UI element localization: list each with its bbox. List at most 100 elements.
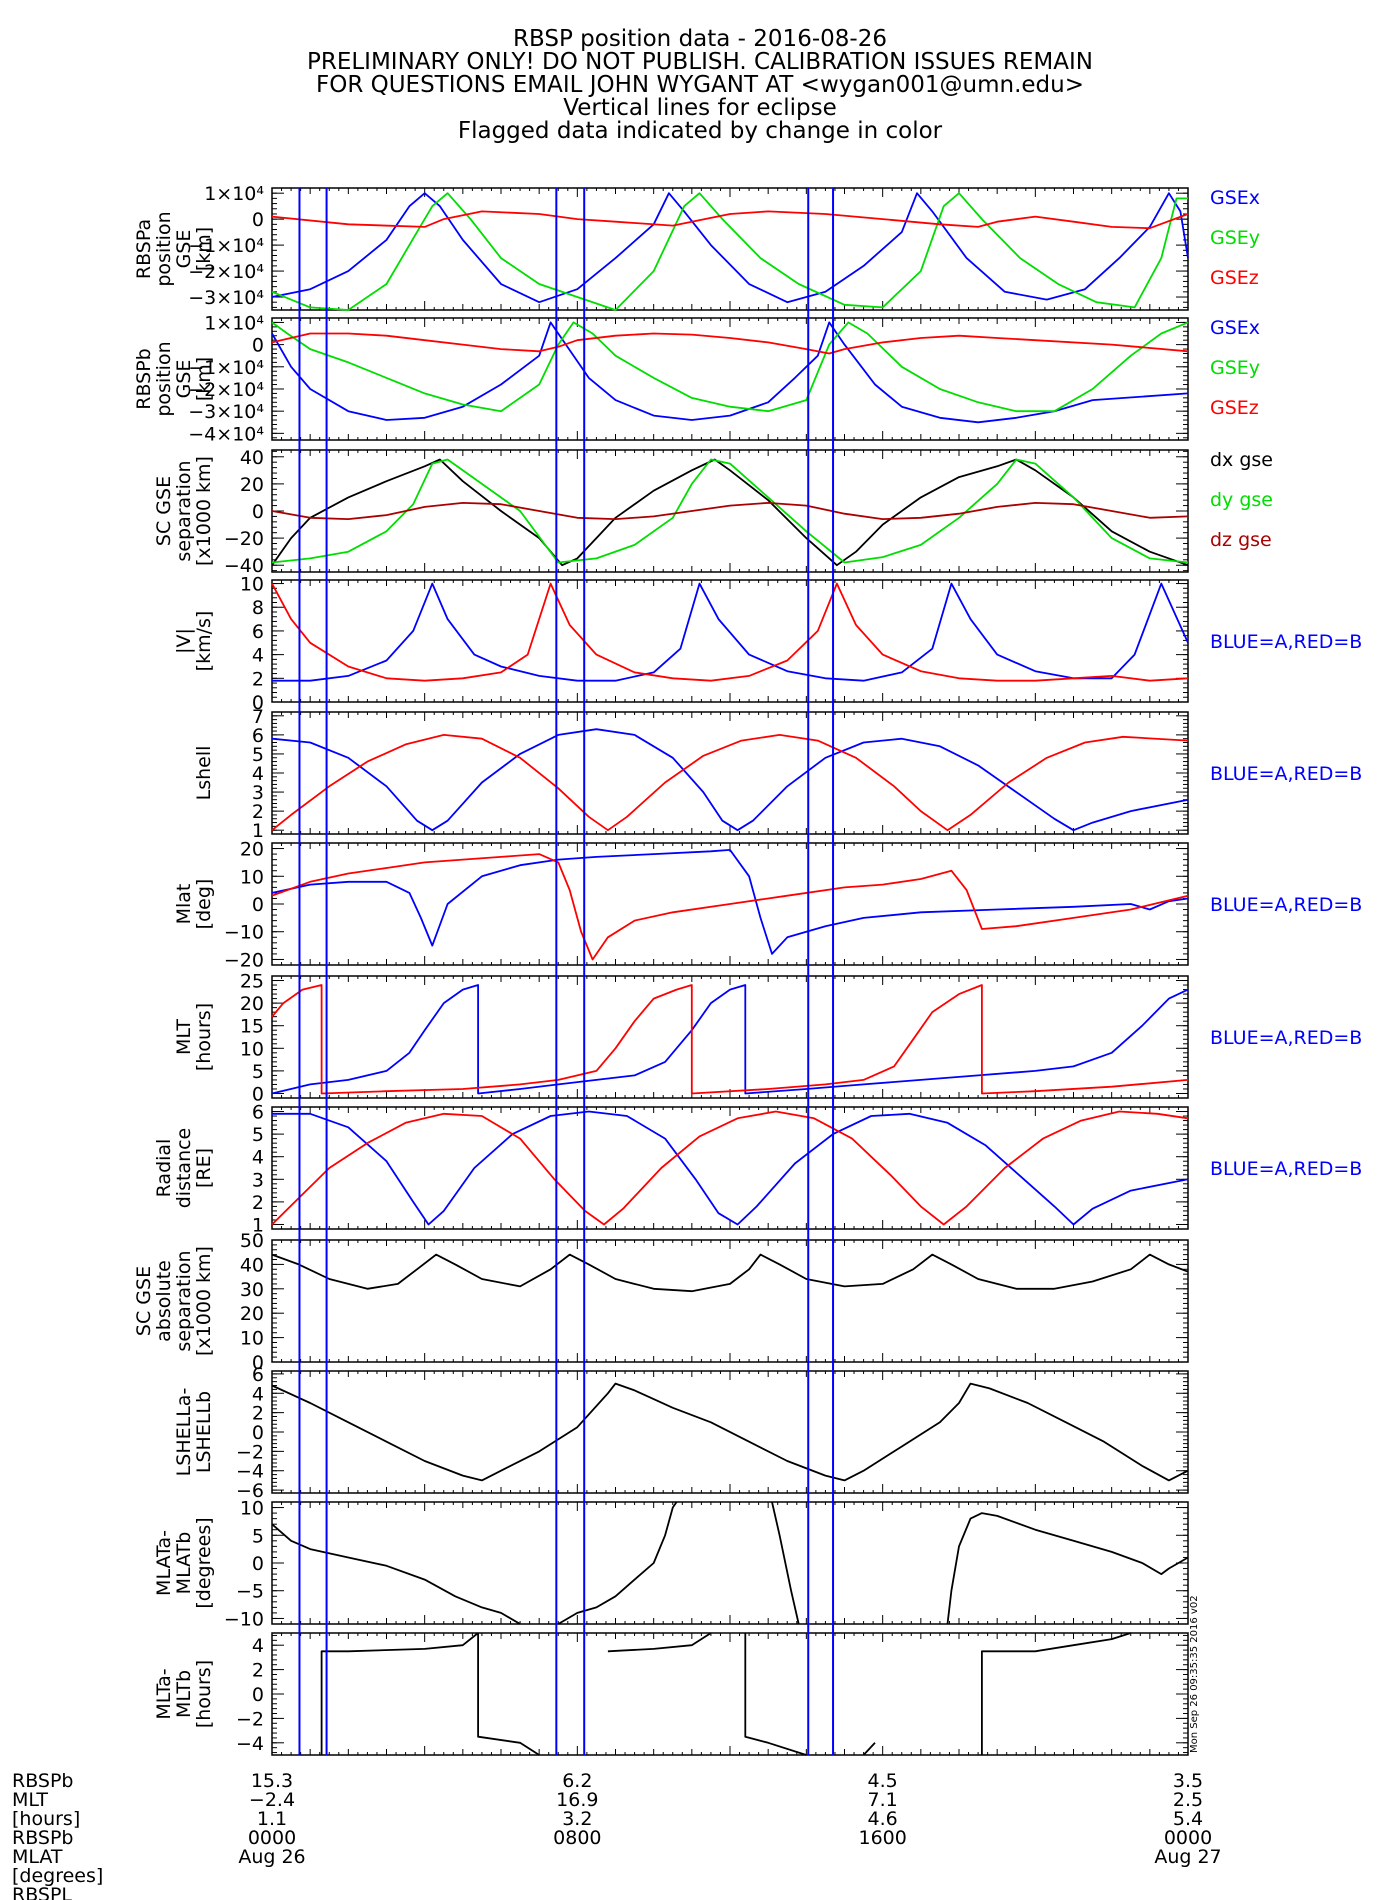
- x-axis-row-label: MLAT: [12, 1846, 63, 1868]
- x-axis-value: 2.5: [1173, 1789, 1203, 1811]
- y-tick-label: −2: [236, 1708, 264, 1730]
- y-axis-label: MLTa-: [153, 1668, 175, 1719]
- y-axis-label: separation: [173, 460, 195, 561]
- title-line-3: FOR QUESTIONS EMAIL JOHN WYGANT AT <wyga…: [315, 72, 1085, 98]
- legend-entry: GSEx: [1210, 317, 1260, 339]
- x-axis-row-label: MLT: [12, 1789, 48, 1811]
- y-tick-label: 4: [252, 1147, 264, 1169]
- y-tick-label: −2×10⁴: [188, 261, 264, 283]
- series-line: [271, 321, 1189, 413]
- y-tick-label: 6: [252, 725, 264, 747]
- series-line: [946, 1512, 1189, 1625]
- y-tick-label: −2: [236, 1441, 264, 1463]
- panel-frame: [271, 317, 1189, 441]
- side-stamp: Mon Sep 26 09:35:35 2016 v02: [1189, 1595, 1200, 1753]
- y-axis-label: position: [153, 341, 175, 416]
- y-tick-label: 3: [252, 782, 264, 804]
- x-axis-value: 4.6: [868, 1808, 898, 1830]
- y-tick-label: 0: [252, 1553, 264, 1575]
- legend-entry: GSEy: [1210, 357, 1260, 379]
- y-axis-label: position: [153, 211, 175, 286]
- y-tick-label: −20: [224, 949, 264, 971]
- y-tick-label: −1×10⁴: [188, 357, 264, 379]
- y-axis-label: [degrees]: [193, 1517, 215, 1608]
- series-line: [271, 210, 1189, 230]
- y-tick-label: 2: [252, 668, 264, 690]
- x-axis-value: 5.4: [1173, 1808, 1203, 1830]
- legend-entry: dx gse: [1210, 449, 1273, 471]
- y-tick-label: 1: [252, 820, 264, 842]
- y-tick-label: 0: [252, 1684, 264, 1706]
- y-tick-label: −1×10⁴: [188, 235, 264, 257]
- y-axis-label: [x1000 km]: [193, 1246, 215, 1356]
- y-tick-label: 0: [252, 1083, 264, 1105]
- title-line-4: Vertical lines for eclipse: [563, 95, 837, 121]
- x-axis-value: 16.9: [556, 1789, 598, 1811]
- x-axis-value: 1600: [858, 1827, 906, 1849]
- x-axis-row-label: [hours]: [12, 1808, 80, 1830]
- legend-entry: dz gse: [1210, 529, 1272, 551]
- y-tick-label: 20: [240, 993, 264, 1015]
- y-tick-label: 5: [252, 744, 264, 766]
- y-tick-label: 4: [252, 1383, 264, 1405]
- x-axis-value: Aug 26: [238, 1846, 305, 1868]
- y-tick-label: −5: [236, 1581, 264, 1603]
- series-line: [607, 1632, 712, 1653]
- y-tick-label: −3×10⁴: [188, 287, 264, 309]
- series-line: [271, 458, 1189, 564]
- series-line: [271, 734, 1189, 832]
- series-line: [271, 192, 1189, 304]
- y-axis-label: GSE: [173, 230, 195, 269]
- x-axis-row-label: RBSPb: [12, 1770, 73, 1792]
- y-tick-label: 10: [240, 574, 264, 596]
- series-line: [271, 582, 1189, 682]
- y-tick-label: −2×10⁴: [188, 379, 264, 401]
- legend-entry: GSEy: [1210, 227, 1260, 249]
- series-line: [744, 1633, 807, 1756]
- x-axis-value: 7.1: [868, 1789, 898, 1811]
- series-line: [981, 1632, 1132, 1755]
- y-tick-label: 7: [252, 706, 264, 728]
- y-tick-label: 20: [240, 839, 264, 861]
- y-tick-label: 5: [252, 1124, 264, 1146]
- y-tick-label: 5: [252, 1061, 264, 1083]
- x-axis-value: 0000: [1164, 1827, 1212, 1849]
- y-tick-label: −20: [224, 528, 264, 550]
- series-line: [477, 1633, 540, 1756]
- y-tick-label: 8: [252, 597, 264, 619]
- x-axis-value: 4.5: [868, 1770, 898, 1792]
- x-axis-row-label: [degrees]: [12, 1865, 103, 1887]
- series-line: [557, 1501, 678, 1625]
- y-tick-label: 6: [252, 1364, 264, 1386]
- y-tick-label: 10: [240, 1328, 264, 1350]
- y-axis-label: SC GSE: [133, 1266, 155, 1336]
- y-axis-label: GSE: [173, 360, 195, 399]
- series-line: [271, 332, 1189, 355]
- y-tick-label: 20: [240, 474, 264, 496]
- y-tick-label: 1×10⁴: [204, 183, 264, 205]
- y-tick-label: 25: [240, 971, 264, 993]
- y-tick-label: −3×10⁴: [188, 401, 264, 423]
- y-tick-label: −4×10⁴: [188, 423, 264, 445]
- series-line: [271, 984, 1189, 1095]
- y-tick-label: 0: [252, 501, 264, 523]
- x-axis-value: 3.5: [1173, 1770, 1203, 1792]
- legend-entry: GSEz: [1210, 267, 1259, 289]
- y-tick-label: 2: [252, 801, 264, 823]
- x-axis-row-label: RBSPb: [12, 1827, 73, 1849]
- y-axis-label: absolute: [153, 1260, 175, 1342]
- y-tick-label: −4: [236, 1733, 264, 1755]
- series-line: [771, 1501, 800, 1625]
- series-line: [271, 728, 1189, 832]
- legend-entry: BLUE=A,RED=B: [1210, 763, 1362, 785]
- y-tick-label: 50: [240, 1230, 264, 1252]
- series-line: [272, 582, 1189, 682]
- y-tick-label: 5: [252, 1525, 264, 1547]
- title-line-1: RBSP position data - 2016-08-26: [513, 26, 887, 52]
- panel-frame: [271, 579, 1189, 703]
- y-axis-label: MLTb: [173, 1670, 195, 1718]
- series-line: [271, 192, 1188, 311]
- y-tick-label: 0: [252, 335, 264, 357]
- panel-frame: [271, 1632, 1189, 1756]
- series-line: [271, 1382, 1189, 1482]
